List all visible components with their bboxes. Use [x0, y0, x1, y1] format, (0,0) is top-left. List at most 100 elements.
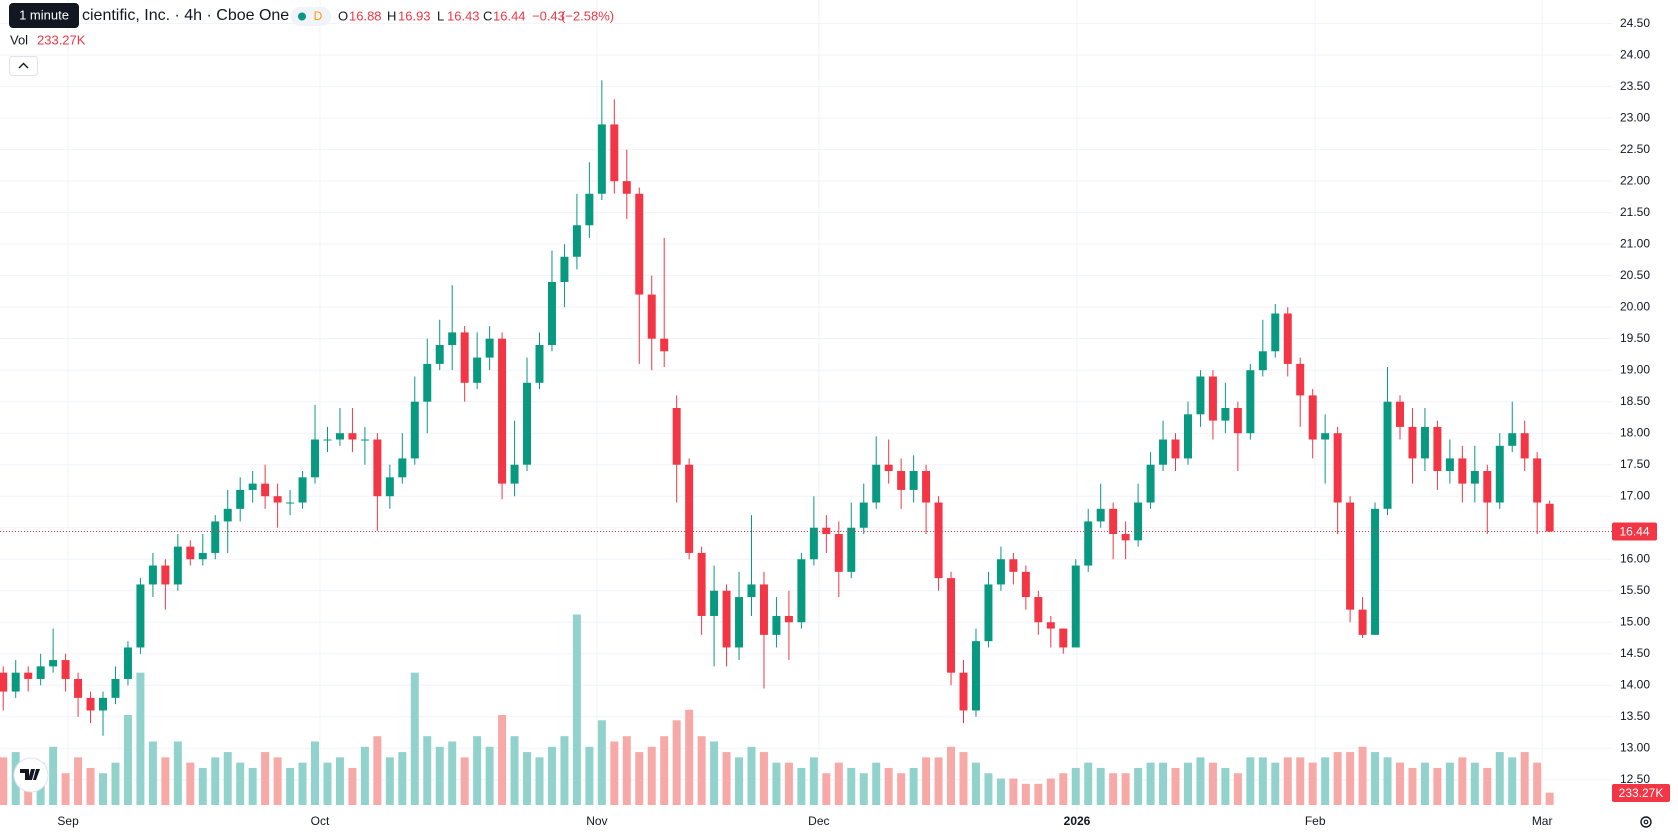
- volume-bar: [722, 752, 731, 805]
- candle-body: [959, 672, 968, 711]
- volume-bar: [622, 736, 631, 805]
- volume-bar: [1346, 752, 1355, 805]
- candle-body: [0, 672, 8, 692]
- volume-bar: [1396, 762, 1404, 805]
- candle-body: [1196, 376, 1205, 415]
- candle-body: [1159, 439, 1168, 465]
- volume-bar: [884, 767, 893, 805]
- candle-body: [1134, 502, 1143, 541]
- volume-bar: [1420, 762, 1429, 805]
- ohlc-letter: L: [437, 8, 444, 23]
- candle-body: [872, 464, 881, 503]
- volume-bar: [1134, 767, 1143, 805]
- candle-body: [236, 489, 245, 509]
- y-tick-label: 14.00: [1620, 677, 1650, 691]
- x-tick-label: Feb: [1305, 814, 1326, 828]
- candle-body: [560, 256, 569, 282]
- x-tick-label: Dec: [808, 814, 829, 828]
- volume-bar: [1159, 762, 1168, 805]
- volume-bar: [198, 767, 207, 805]
- y-tick-label: 21.50: [1620, 205, 1650, 219]
- volume-bar: [847, 767, 856, 805]
- volume-bar: [385, 757, 394, 805]
- candle-body: [498, 338, 507, 484]
- candle-body: [1034, 597, 1043, 623]
- volume-bar: [261, 752, 270, 805]
- candle-layer: [0, 80, 1554, 736]
- volume-bar: [335, 757, 344, 805]
- candle-body: [1483, 471, 1492, 503]
- candle-body: [173, 546, 182, 585]
- volume-bar: [1408, 767, 1417, 805]
- x-tick-label: Oct: [311, 814, 330, 828]
- market-status-dot: [298, 12, 306, 21]
- volume-bar: [1470, 762, 1479, 805]
- volume-bar: [922, 757, 931, 805]
- volume-bar: [834, 762, 843, 805]
- volume-bar: [410, 672, 419, 805]
- y-tick-label: 20.50: [1620, 268, 1650, 282]
- candle-body: [1545, 503, 1554, 532]
- volume-bar: [99, 773, 108, 805]
- y-tick-label: 19.50: [1620, 331, 1650, 345]
- volume-bar: [485, 746, 494, 805]
- candle-body: [747, 584, 756, 598]
- volume-bar: [186, 762, 195, 805]
- volume-bar: [672, 720, 681, 805]
- candle-body: [348, 433, 357, 440]
- candle-body: [261, 483, 270, 497]
- x-tick-label: Mar: [1532, 814, 1553, 828]
- candle-body: [984, 584, 993, 642]
- ohlc-value: 16.93: [398, 8, 431, 23]
- x-tick-label: 2026: [1064, 814, 1091, 828]
- volume-bar: [1258, 757, 1267, 805]
- volume-bar: [173, 741, 182, 805]
- candle-body: [547, 281, 556, 345]
- candle-body: [86, 697, 95, 711]
- y-tick-label: 18.00: [1620, 425, 1650, 439]
- ohlc-value: 16.88: [349, 8, 382, 23]
- ohlc-letter: C: [483, 8, 492, 23]
- last-price-label: 16.44: [1619, 525, 1649, 539]
- volume-bar: [74, 757, 83, 805]
- candle-body: [49, 660, 58, 667]
- volume-bar: [273, 757, 282, 805]
- candle-body: [909, 471, 918, 490]
- candle-body: [1396, 401, 1404, 427]
- volume-bar: [1445, 762, 1454, 805]
- last-volume-label: 233.27K: [1619, 786, 1664, 800]
- volume-bar: [1233, 773, 1242, 805]
- grid: [0, 0, 1612, 810]
- volume-bar: [1146, 762, 1155, 805]
- candle-body: [323, 439, 332, 441]
- volume-bar: [1171, 767, 1180, 805]
- tooltip-text: 1 minute: [19, 7, 69, 22]
- ohlc-letter: H: [387, 8, 396, 23]
- y-tick-label: 13.50: [1620, 709, 1650, 723]
- candle-body: [373, 439, 382, 497]
- volume-bar: [1296, 757, 1305, 805]
- volume-bar: [248, 767, 257, 805]
- volume-bar: [784, 762, 793, 805]
- candle-body: [1071, 565, 1080, 648]
- volume-bar: [1208, 762, 1217, 805]
- candle-body: [660, 338, 669, 352]
- settings-icon[interactable]: [1640, 816, 1652, 828]
- candle-body: [198, 552, 207, 560]
- axes: 12.50 13.00 13.50 14.00 14.50 15.00 15.50 16.00…: [0, 16, 1670, 828]
- collapse-button[interactable]: [9, 56, 38, 76]
- volume-bar: [311, 741, 320, 805]
- volume-bar: [984, 773, 993, 805]
- volume-bar: [360, 746, 369, 805]
- candle-body: [572, 225, 581, 257]
- candle-body: [922, 471, 931, 503]
- volume-bar: [685, 709, 694, 805]
- y-tick-label: 16.00: [1620, 551, 1650, 565]
- volume-bar: [448, 741, 457, 805]
- volume-bar: [971, 762, 980, 805]
- candle-body: [1533, 458, 1542, 503]
- candle-body: [435, 344, 444, 364]
- candle-body: [61, 660, 70, 679]
- volume-bar: [1084, 762, 1093, 805]
- status-pill[interactable]: [291, 7, 331, 26]
